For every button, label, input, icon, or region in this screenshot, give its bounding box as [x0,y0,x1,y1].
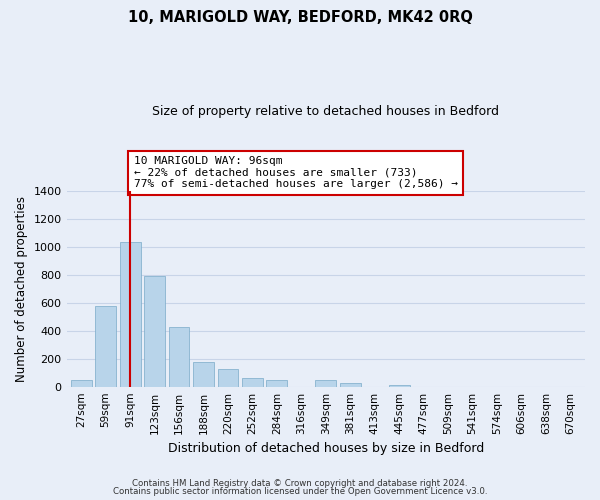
Text: Contains public sector information licensed under the Open Government Licence v3: Contains public sector information licen… [113,487,487,496]
Title: Size of property relative to detached houses in Bedford: Size of property relative to detached ho… [152,105,499,118]
Y-axis label: Number of detached properties: Number of detached properties [15,196,28,382]
Bar [71,380,92,386]
Bar [193,362,214,386]
Bar [120,242,140,386]
Bar [316,380,336,386]
Bar [340,383,361,386]
Bar [144,276,165,386]
Bar [242,378,263,386]
Bar [95,306,116,386]
Text: 10 MARIGOLD WAY: 96sqm
← 22% of detached houses are smaller (733)
77% of semi-de: 10 MARIGOLD WAY: 96sqm ← 22% of detached… [134,156,458,190]
Bar [266,380,287,386]
Text: 10, MARIGOLD WAY, BEDFORD, MK42 0RQ: 10, MARIGOLD WAY, BEDFORD, MK42 0RQ [128,10,472,25]
X-axis label: Distribution of detached houses by size in Bedford: Distribution of detached houses by size … [167,442,484,455]
Text: Contains HM Land Registry data © Crown copyright and database right 2024.: Contains HM Land Registry data © Crown c… [132,478,468,488]
Bar [218,369,238,386]
Bar [169,326,190,386]
